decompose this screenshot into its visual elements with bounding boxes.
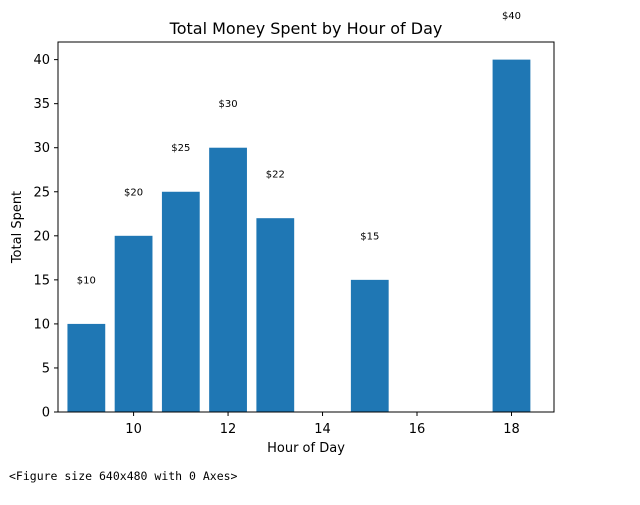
x-tick-label: 12: [220, 422, 237, 437]
bar: [350, 279, 389, 412]
y-tick-label: 20: [33, 229, 50, 244]
data-label: $10: [77, 275, 96, 286]
y-tick-label: 10: [33, 317, 50, 332]
plot-frame: [57, 41, 555, 413]
bar: [161, 191, 200, 412]
data-label: $22: [266, 170, 285, 181]
y-tick-label: 5: [42, 361, 50, 376]
data-label: $25: [171, 143, 190, 154]
x-tick-label: 10: [125, 422, 142, 437]
x-axis: 10 12 14 16 18: [125, 412, 520, 437]
x-tick-label: 14: [314, 422, 331, 437]
figure-size-note: <Figure size 640x480 with 0 Axes>: [9, 469, 238, 483]
x-axis-label: Hour of Day: [267, 441, 345, 456]
bar-chart: Total Money Spent by Hour of Day $10$20$…: [10, 11, 555, 456]
y-tick-label: 0: [42, 406, 50, 421]
y-tick-label: 30: [33, 141, 50, 156]
y-axis: 0 5 10 15 20 25 30 35 40: [33, 53, 58, 421]
data-label: $20: [124, 187, 143, 198]
bar: [67, 323, 106, 412]
bar: [209, 147, 247, 412]
data-label: $30: [219, 99, 238, 110]
x-tick-label: 16: [409, 422, 426, 437]
y-axis-label: Total Spent: [10, 191, 25, 264]
chart-title: Total Money Spent by Hour of Day: [169, 19, 443, 38]
bar: [256, 218, 295, 412]
bar: [492, 59, 531, 412]
y-tick-label: 25: [33, 185, 50, 200]
x-tick-label: 18: [503, 422, 520, 437]
bar: [114, 235, 153, 412]
y-tick-label: 40: [33, 53, 50, 68]
data-labels-group: $10 $20 $25 $30 $22 $15 $40: [77, 11, 521, 286]
y-tick-label: 15: [33, 273, 50, 288]
data-label: $40: [502, 11, 521, 22]
bars-group: [67, 59, 531, 412]
data-label: $15: [360, 231, 379, 242]
y-tick-label: 35: [33, 97, 50, 112]
